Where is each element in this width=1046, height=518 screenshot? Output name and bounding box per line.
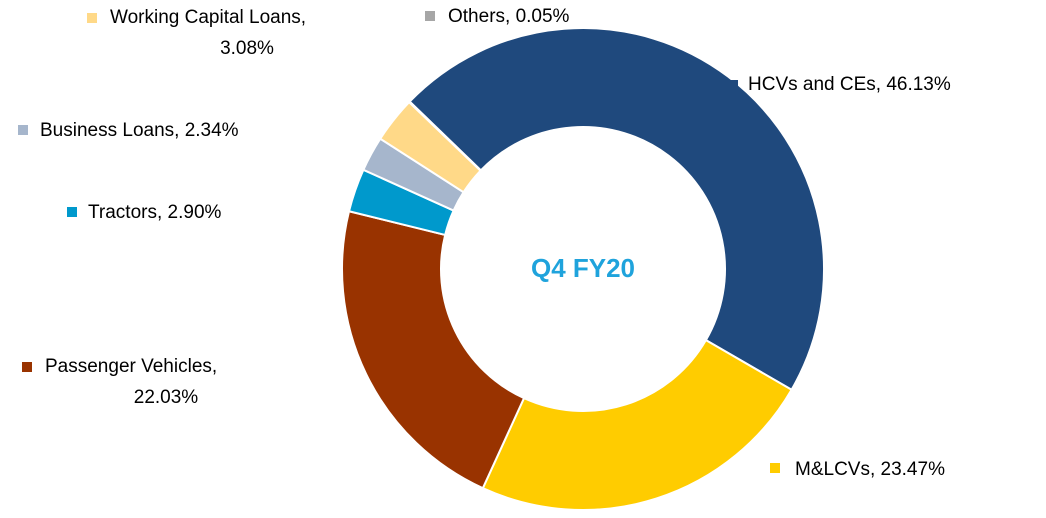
data-label: HCVs and CEs, 46.13% [748,74,951,95]
data-label: Tractors, 2.90% [88,202,222,223]
data-label: 3.08% [220,38,274,59]
data-label: Business Loans, 2.34% [40,120,239,141]
data-label: M&LCVs, 23.47% [795,459,945,480]
label-marker [728,80,738,90]
center-label: Q4 FY20 [531,253,635,283]
donut-slice [481,338,793,511]
donut-slice [408,26,825,392]
label-marker [67,207,77,217]
label-marker [87,13,97,23]
label-marker [18,125,28,135]
data-label: Passenger Vehicles, [45,356,217,377]
label-marker [22,362,32,372]
data-label: 22.03% [134,387,199,408]
donut-slice [407,100,483,173]
donut-slice [341,210,526,490]
label-marker [425,11,435,21]
label-marker [770,463,780,473]
data-label: Working Capital Loans, [110,7,306,28]
data-label: Others, 0.05% [448,6,570,27]
